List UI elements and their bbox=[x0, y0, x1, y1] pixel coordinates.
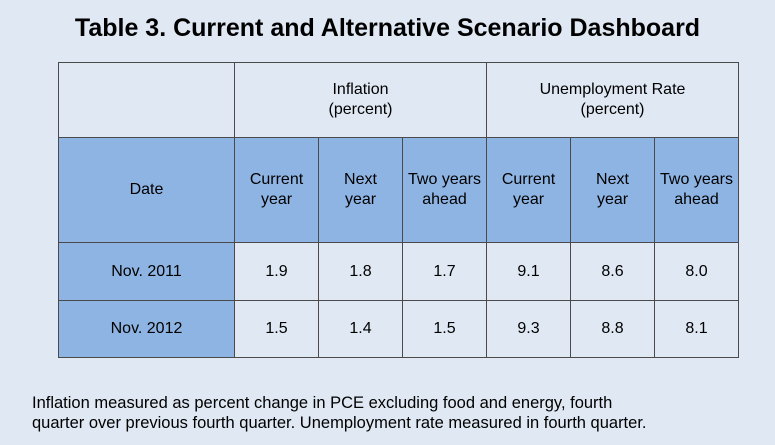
unemployment-next-year-cell: 8.6 bbox=[570, 242, 655, 301]
unemployment-header-line1: Unemployment Rate bbox=[539, 81, 686, 98]
unemployment-header-line2: (percent) bbox=[580, 101, 645, 118]
unemployment-current-year-cell: 9.1 bbox=[486, 242, 571, 301]
row-date-cell: Nov. 2011 bbox=[58, 242, 235, 301]
inflation-two-years-ahead-header: Two years ahead bbox=[402, 137, 487, 243]
group-header-row: Inflation (percent) Unemployment Rate (p… bbox=[58, 62, 739, 138]
header-line: year bbox=[260, 191, 293, 208]
scenario-table: Inflation (percent) Unemployment Rate (p… bbox=[58, 62, 739, 358]
unemployment-current-year-header: Current year bbox=[486, 137, 571, 243]
unemployment-two-years-ahead-cell: 8.0 bbox=[654, 242, 739, 301]
unemployment-next-year-header: Next year bbox=[570, 137, 655, 243]
inflation-header-line2: (percent) bbox=[328, 101, 393, 118]
inflation-two-years-ahead-cell: 1.5 bbox=[402, 300, 487, 358]
unemployment-current-year-cell: 9.3 bbox=[486, 300, 571, 358]
inflation-next-year-cell: 1.8 bbox=[318, 242, 403, 301]
table-row: Nov. 2012 1.5 1.4 1.5 9.3 8.8 8.1 bbox=[58, 300, 739, 358]
header-line: year bbox=[596, 191, 629, 208]
inflation-next-year-cell: 1.4 bbox=[318, 300, 403, 358]
inflation-current-year-cell: 1.5 bbox=[234, 300, 319, 358]
row-date-cell: Nov. 2012 bbox=[58, 300, 235, 358]
empty-corner-cell bbox=[58, 62, 235, 138]
header-line: Next bbox=[344, 171, 377, 188]
footnote-line2: quarter over previous fourth quarter. Un… bbox=[32, 414, 647, 432]
inflation-next-year-header: Next year bbox=[318, 137, 403, 243]
header-line: Current bbox=[249, 171, 304, 188]
inflation-current-year-header: Current year bbox=[234, 137, 319, 243]
inflation-group-header: Inflation (percent) bbox=[234, 62, 487, 138]
header-line: Two years bbox=[408, 171, 481, 188]
date-column-header: Date bbox=[58, 137, 235, 243]
inflation-current-year-cell: 1.9 bbox=[234, 242, 319, 301]
table-title: Table 3. Current and Alternative Scenari… bbox=[74, 14, 701, 42]
unemployment-group-header: Unemployment Rate (percent) bbox=[486, 62, 739, 138]
footnote-line1: Inflation measured as percent change in … bbox=[32, 394, 613, 412]
header-line: ahead bbox=[422, 191, 467, 208]
unemployment-two-years-ahead-cell: 8.1 bbox=[654, 300, 739, 358]
unemployment-next-year-cell: 8.8 bbox=[570, 300, 655, 358]
header-line: Next bbox=[596, 171, 629, 188]
inflation-two-years-ahead-cell: 1.7 bbox=[402, 242, 487, 301]
inflation-header-line1: Inflation bbox=[332, 81, 389, 98]
footnote: Inflation measured as percent change in … bbox=[32, 393, 772, 433]
header-line: Current bbox=[501, 171, 556, 188]
table-row: Nov. 2011 1.9 1.8 1.7 9.1 8.6 8.0 bbox=[58, 242, 739, 301]
header-line: ahead bbox=[674, 191, 719, 208]
header-line: year bbox=[512, 191, 545, 208]
header-line: Two years bbox=[660, 171, 733, 188]
unemployment-two-years-ahead-header: Two years ahead bbox=[654, 137, 739, 243]
header-line: year bbox=[344, 191, 377, 208]
column-header-row: Date Current year Next year Two years ah… bbox=[58, 137, 739, 243]
